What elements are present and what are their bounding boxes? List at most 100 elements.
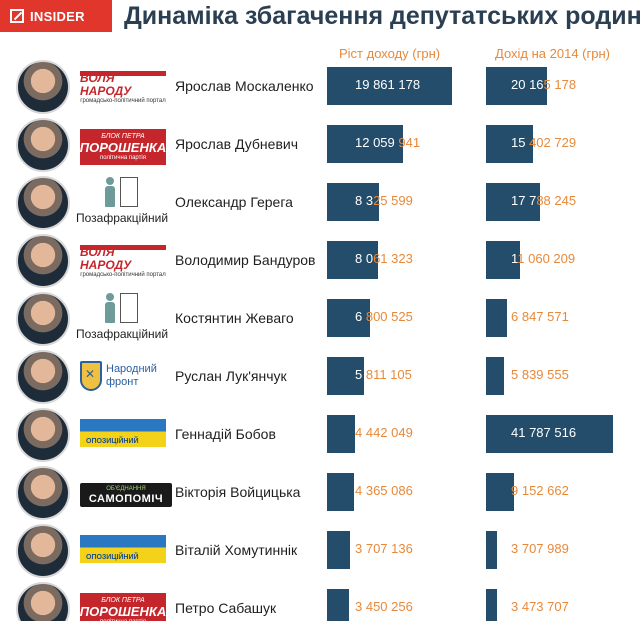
party-logo-text: ОПОЗИЦІЙНИЙ — [86, 554, 139, 561]
growth-value-label: 8 061 323 — [355, 251, 413, 266]
deputy-photo — [16, 408, 70, 462]
income-bar — [486, 589, 497, 621]
deputy-name: Петро Сабашук — [175, 600, 277, 616]
growth-column-header: Ріст доходу (грн) — [339, 46, 441, 61]
income-value-label: 3 707 989 — [511, 541, 569, 556]
deputy-photo — [16, 176, 70, 230]
growth-value-label: 19 861 178 — [355, 77, 421, 92]
income-bar — [486, 473, 514, 511]
person-icon — [104, 293, 116, 323]
growth-bar — [327, 357, 364, 395]
income-bar — [486, 67, 547, 105]
deputy-row: ОБ'ЄДНАННЯ САМОПОМІЧ Вікторія Войцицька 4 3… — [0, 463, 643, 521]
party-logo-text: ВОЛЯ НАРОДУ — [80, 71, 132, 98]
income-bar — [486, 357, 504, 395]
growth-bar — [327, 531, 350, 569]
growth-value-label: 8 325 599 — [355, 193, 413, 208]
deputy-row: ВОЛЯ НАРОДУ громадсько-політичний портал В… — [0, 231, 643, 289]
party-logo-volya-narodu: ВОЛЯ НАРОДУ громадсько-політичний портал — [80, 71, 166, 104]
income-bar — [486, 241, 520, 279]
income-value-label: 5 839 555 — [511, 367, 569, 382]
growth-value-label: 6 800 525 — [355, 309, 413, 324]
party-logo-text: ОБ'ЄДНАННЯ — [106, 485, 146, 492]
deputy-photo — [16, 350, 70, 404]
deputy-row: Позафракційний Олександр Герега 8 325 599 1… — [0, 173, 643, 231]
growth-value-label: 4 442 049 — [355, 425, 413, 440]
party-logo-opposition-bloc: ОПОЗИЦІЙНИЙ — [80, 535, 166, 563]
deputy-row: ВОЛЯ НАРОДУ громадсько-політичний портал Я… — [0, 57, 643, 115]
empty-box-icon — [120, 293, 138, 323]
growth-value-label: 3 450 256 — [355, 599, 413, 614]
income-bar — [486, 183, 540, 221]
growth-bar — [327, 183, 379, 221]
income-column-header: Дохід на 2014 (грн) — [495, 46, 610, 61]
income-value-label: 17 788 245 — [511, 193, 577, 208]
growth-value-label: 3 707 136 — [355, 541, 413, 556]
growth-bar — [327, 241, 378, 279]
empty-box-icon — [120, 177, 138, 207]
income-bar — [486, 299, 507, 337]
deputy-photo — [16, 60, 70, 114]
income-value-label: 41 787 516 — [511, 425, 577, 440]
deputy-name: Вікторія Войцицька — [175, 484, 301, 500]
income-value-label: 9 152 662 — [511, 483, 569, 498]
party-logo-subtext: громадсько-політичний портал — [80, 272, 166, 278]
party-logo-text: ПОРОШЕНКА — [79, 139, 167, 155]
growth-bar — [327, 67, 452, 105]
deputy-name: Костянтин Жеваго — [175, 310, 294, 326]
shield-icon — [80, 361, 102, 391]
party-logo-text: ПОРОШЕНКА — [79, 603, 167, 619]
growth-bar — [327, 473, 354, 511]
party-logo-text: Народний — [106, 363, 157, 375]
growth-value-label: 12 059 941 — [355, 135, 421, 150]
non-faction-label: Позафракційний — [76, 327, 169, 341]
deputy-row: БЛОК ПЕТРА ПОРОШЕНКА політична партія Яросл… — [0, 115, 643, 173]
income-value-label: 20 165 178 — [511, 77, 577, 92]
growth-bar — [327, 125, 403, 163]
deputy-row: ОПОЗИЦІЙНИЙ Віталій Хомутиннік 3 707 136 3 … — [0, 521, 643, 579]
logo-text: INSIDER — [30, 8, 85, 24]
deputy-photo — [16, 466, 70, 520]
party-logo-subtext: громадсько-політичний портал — [80, 98, 166, 104]
income-bar — [486, 415, 613, 453]
deputy-photo — [16, 524, 70, 578]
income-bar — [486, 531, 497, 569]
party-logo-text: БЛОК ПЕТРА — [101, 596, 145, 604]
person-icon — [104, 177, 116, 207]
page-title: Динаміка збагачення депутатських родин — [124, 2, 642, 30]
deputy-name: Володимир Бандуров — [175, 252, 316, 268]
party-logo-subtext: політична партія — [100, 619, 146, 621]
deputy-photo — [16, 292, 70, 346]
non-faction-badge: Позафракційний — [76, 293, 176, 341]
party-logo-text: ОПОЗИЦІЙНИЙ — [86, 438, 139, 445]
party-logo-opposition-bloc: ОПОЗИЦІЙНИЙ — [80, 419, 166, 447]
deputy-photo — [16, 118, 70, 172]
deputy-name: Руслан Лук'янчук — [175, 368, 287, 384]
insider-mark-icon — [10, 9, 24, 23]
income-value-label: 11 060 209 — [511, 251, 576, 266]
party-logo-text: фронт — [106, 376, 139, 388]
party-logo-text: ВОЛЯ НАРОДУ — [80, 245, 132, 272]
party-logo-subtext: політична партія — [100, 154, 146, 161]
insider-logo[interactable]: INSIDER — [0, 0, 112, 32]
deputy-name: Ярослав Москаленко — [175, 78, 314, 94]
deputy-name: Віталій Хомутиннік — [175, 542, 298, 558]
growth-value-label: 4 365 086 — [355, 483, 413, 498]
growth-value-label: 5 811 105 — [355, 367, 412, 382]
party-logo-text: БЛОК ПЕТРА — [101, 132, 145, 140]
income-bar — [486, 125, 533, 163]
party-logo-volya-narodu: ВОЛЯ НАРОДУ громадсько-політичний портал — [80, 245, 166, 278]
deputy-row: ОПОЗИЦІЙНИЙ Геннадій Бобов 4 442 049 41 787… — [0, 405, 643, 463]
deputy-row: Позафракційний Костянтин Жеваго 6 800 525 6… — [0, 289, 643, 347]
growth-bar — [327, 299, 370, 337]
deputy-photo — [16, 234, 70, 288]
deputy-name: Олександр Герега — [175, 194, 293, 210]
party-logo-text: САМОПОМІЧ — [88, 492, 164, 505]
deputy-photo — [16, 582, 70, 621]
income-value-label: 15 402 729 — [511, 135, 577, 150]
